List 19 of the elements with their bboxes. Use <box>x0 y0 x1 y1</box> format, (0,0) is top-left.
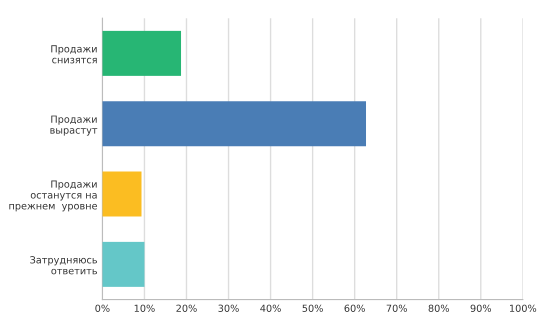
x-tick-label: 50% <box>302 304 323 312</box>
bar <box>102 172 142 217</box>
y-tick-label: Затрудняюсь ответить <box>30 256 97 274</box>
x-tick-label: 60% <box>344 304 365 312</box>
bar <box>102 242 144 287</box>
x-tick-label: 80% <box>428 304 450 312</box>
x-tick-label: 90% <box>470 304 492 312</box>
x-tick-label: 40% <box>260 304 281 312</box>
y-tick-label: Продажи останутся на прежнем уровне <box>9 180 98 212</box>
x-tick-label: 70% <box>386 304 407 312</box>
x-tick-label: 20% <box>176 304 197 312</box>
x-tick-label: 30% <box>218 304 239 312</box>
x-tick-label: 0% <box>95 304 110 312</box>
x-tick-label: 10% <box>134 304 155 312</box>
y-tick-label: Продажи снизятся <box>51 45 97 64</box>
bar <box>102 101 366 146</box>
y-tick-label: Продажи вырастут <box>50 116 98 136</box>
bar <box>102 30 182 76</box>
x-tick-label: 100% <box>510 304 536 312</box>
